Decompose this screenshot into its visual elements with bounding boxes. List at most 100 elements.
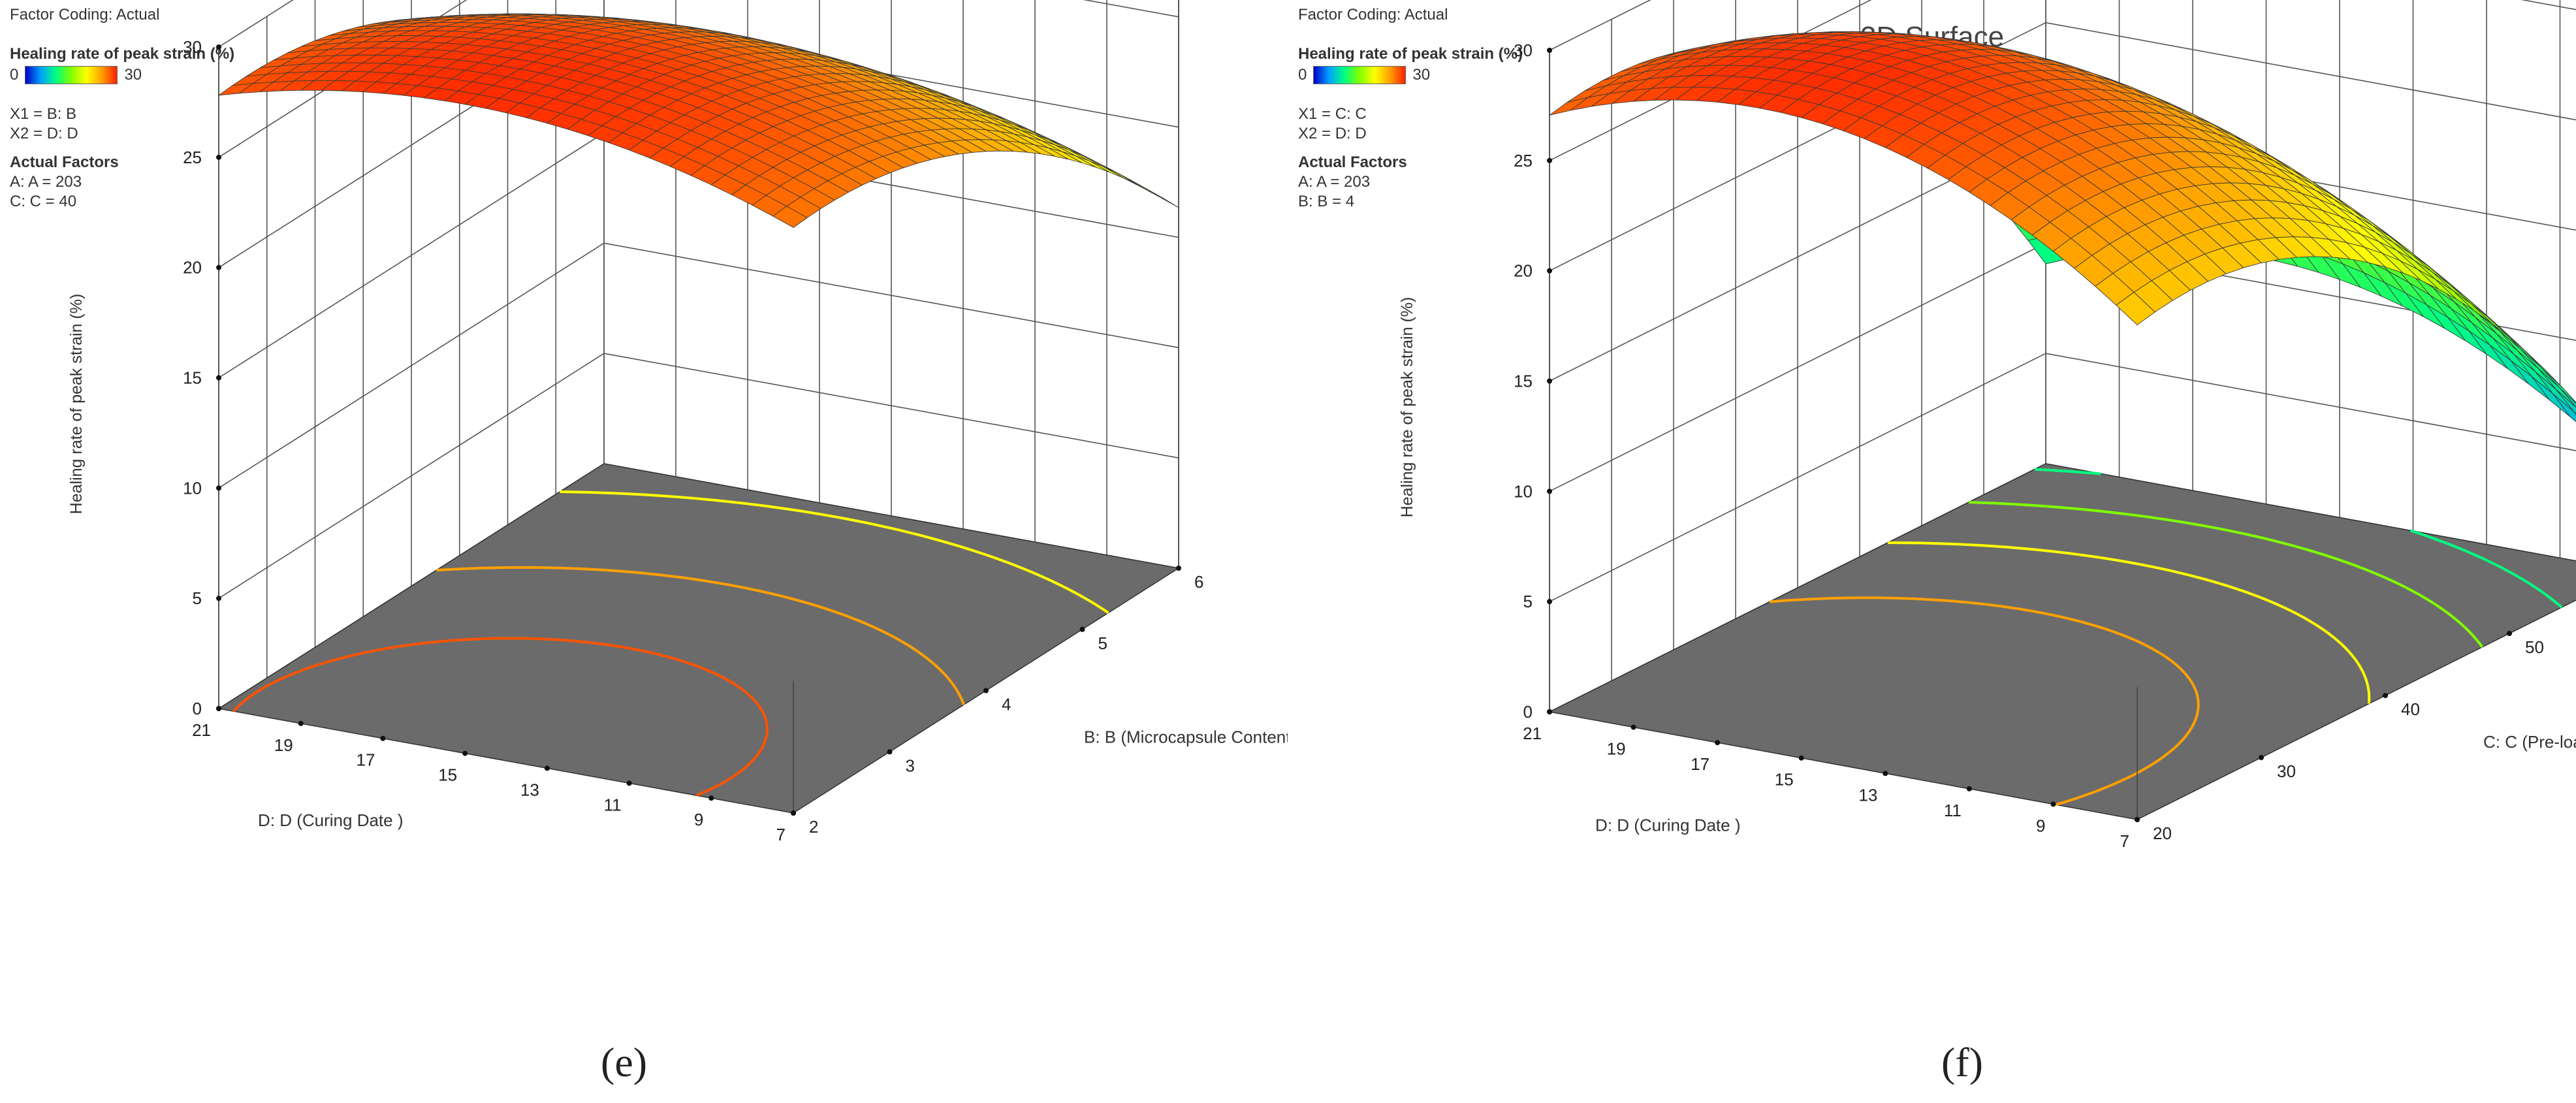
color-legend: 0 30 — [10, 65, 234, 85]
z-tick-label: 15 — [1514, 372, 1533, 391]
contour-line — [1769, 596, 2200, 807]
y-tick-label: 30 — [2277, 761, 2296, 781]
z-tick-label: 30 — [183, 37, 202, 57]
x-tick-label: 21 — [192, 720, 211, 740]
x-tick-mark — [462, 750, 468, 756]
gridline — [1549, 0, 1651, 51]
x-tick-mark — [298, 720, 304, 726]
legend-info-e: Factor Coding: Actual Healing rate of pe… — [10, 5, 234, 212]
y-tick-label: 50 — [2525, 637, 2544, 657]
panel-f: Factor Coding: Actual Healing rate of pe… — [1288, 0, 2576, 1103]
tick-labels: 051015202530211917151311972030405060 — [1514, 40, 2544, 851]
z-tick-label: 5 — [1523, 592, 1533, 611]
x-tick-label: 13 — [1858, 785, 1877, 805]
z-axis-label: Healing rate of peak strain (%) — [1398, 297, 1416, 518]
y-tick-label: 6 — [1194, 572, 1203, 592]
z-tick-mark — [216, 375, 221, 381]
contour-line — [436, 566, 965, 705]
x-tick-label: 11 — [1944, 801, 1962, 820]
gridline — [218, 132, 605, 379]
y-tick-label: 4 — [1002, 695, 1011, 714]
x1-assignment: X1 = C: C — [1298, 105, 1367, 123]
y-tick-mark — [2383, 693, 2388, 698]
z-tick-label: 10 — [183, 478, 202, 498]
x-tick-label: 7 — [2120, 831, 2129, 851]
gridline — [603, 242, 1179, 349]
x-tick-mark — [380, 735, 386, 741]
contour-line — [1887, 541, 2371, 704]
z-tick-label: 5 — [193, 588, 202, 608]
x-tick-label: 17 — [1691, 754, 1709, 774]
gridline — [1549, 242, 2046, 492]
x-tick-label: 9 — [694, 810, 703, 829]
z-tick-mark — [216, 596, 221, 601]
x-axis-label: D: D (Curing Date ) — [258, 810, 404, 830]
color-max-label: 30 — [1412, 66, 1431, 84]
color-min-label: 0 — [1298, 66, 1307, 84]
color-min-label: 0 — [10, 66, 19, 84]
surface-plot-f: 051015202530211917151311972030405060Heal… — [1398, 0, 2576, 851]
tick-labels: 0 5 10 15 20 25 30 21 19 17 15 13 11 9 7 2 3 4 5 6 — [183, 37, 1203, 844]
gridline — [603, 353, 1179, 458]
actual-factor: C: C = 40 — [10, 193, 77, 210]
z-tick-label: 30 — [1514, 40, 1533, 60]
z-tick-mark — [216, 44, 221, 50]
contour-lines — [1769, 468, 2563, 807]
z-tick-mark — [1547, 378, 1552, 384]
z-tick-mark — [1547, 268, 1552, 274]
y-tick-label: 5 — [1098, 633, 1107, 653]
z-tick-mark — [1547, 599, 1552, 605]
color-max-label: 30 — [124, 66, 142, 84]
factor-coding: Factor Coding: Actual — [10, 6, 160, 24]
x-tick-label: 15 — [438, 765, 457, 785]
contour-line — [1968, 500, 2484, 648]
y-tick-mark — [2507, 631, 2512, 636]
y-axis-label: B: B (Microcapsule Content) — [1084, 727, 1288, 747]
z-tick-label: 25 — [1514, 151, 1533, 170]
response-label: Healing rate of peak strain (%) — [1298, 45, 1523, 63]
floor-plane — [217, 463, 1181, 814]
factor-coding: Factor Coding: Actual — [1298, 6, 1448, 24]
x-axis-label: D: D (Curing Date ) — [1595, 816, 1741, 835]
x-tick-mark — [2050, 801, 2056, 807]
x-tick-label: 17 — [357, 750, 375, 770]
panel-caption: (e) — [601, 1039, 648, 1085]
z-tick-label: 15 — [183, 368, 202, 388]
x-tick-mark — [216, 706, 221, 711]
actual-factor: A: A = 203 — [1298, 173, 1371, 191]
x-tick-mark — [708, 795, 714, 801]
y-tick-mark — [2259, 755, 2264, 760]
surface-plot-e: 0 5 10 15 20 25 30 21 19 17 15 13 11 9 7 2 3 4 5 6 Healing r… — [67, 0, 1288, 844]
legend-info-f: Factor Coding: Actual Healing rate of pe… — [1298, 5, 1523, 212]
z-tick-mark — [216, 485, 221, 491]
z-tick-mark — [1547, 157, 1552, 163]
actual-factors-title: Actual Factors — [10, 153, 119, 171]
z-tick-label: 0 — [193, 699, 202, 718]
y-tick-mark — [887, 749, 893, 755]
contour-lines — [232, 490, 1109, 797]
panel-caption: (f) — [1941, 1039, 1983, 1085]
z-tick-label: 10 — [1514, 481, 1533, 501]
x2-assignment: X2 = D: D — [10, 125, 78, 142]
contour-line — [2034, 468, 2563, 609]
y-tick-mark — [1079, 626, 1085, 632]
x2-assignment: X2 = D: D — [1298, 125, 1367, 142]
z-tick-label: 20 — [1514, 261, 1533, 281]
gridline — [2520, 0, 2576, 10]
y-tick-label: 3 — [906, 756, 915, 775]
surface-mesh — [217, 13, 1179, 228]
z-tick-label: 25 — [183, 148, 202, 167]
gridline — [1549, 353, 2046, 602]
actual-factor: A: A = 203 — [10, 173, 82, 191]
x1-assignment: X1 = B: B — [10, 105, 77, 123]
color-legend: 0 30 — [1298, 65, 1523, 85]
gridline — [218, 353, 605, 599]
y-tick-mark — [1176, 566, 1181, 571]
x-tick-mark — [1966, 786, 1972, 791]
x-tick-label: 13 — [520, 780, 539, 799]
x-tick-mark — [1715, 740, 1721, 746]
z-tick-label: 20 — [183, 258, 202, 278]
gridline — [218, 0, 294, 48]
color-gradient — [1313, 66, 1407, 84]
x-tick-mark — [1630, 724, 1636, 730]
